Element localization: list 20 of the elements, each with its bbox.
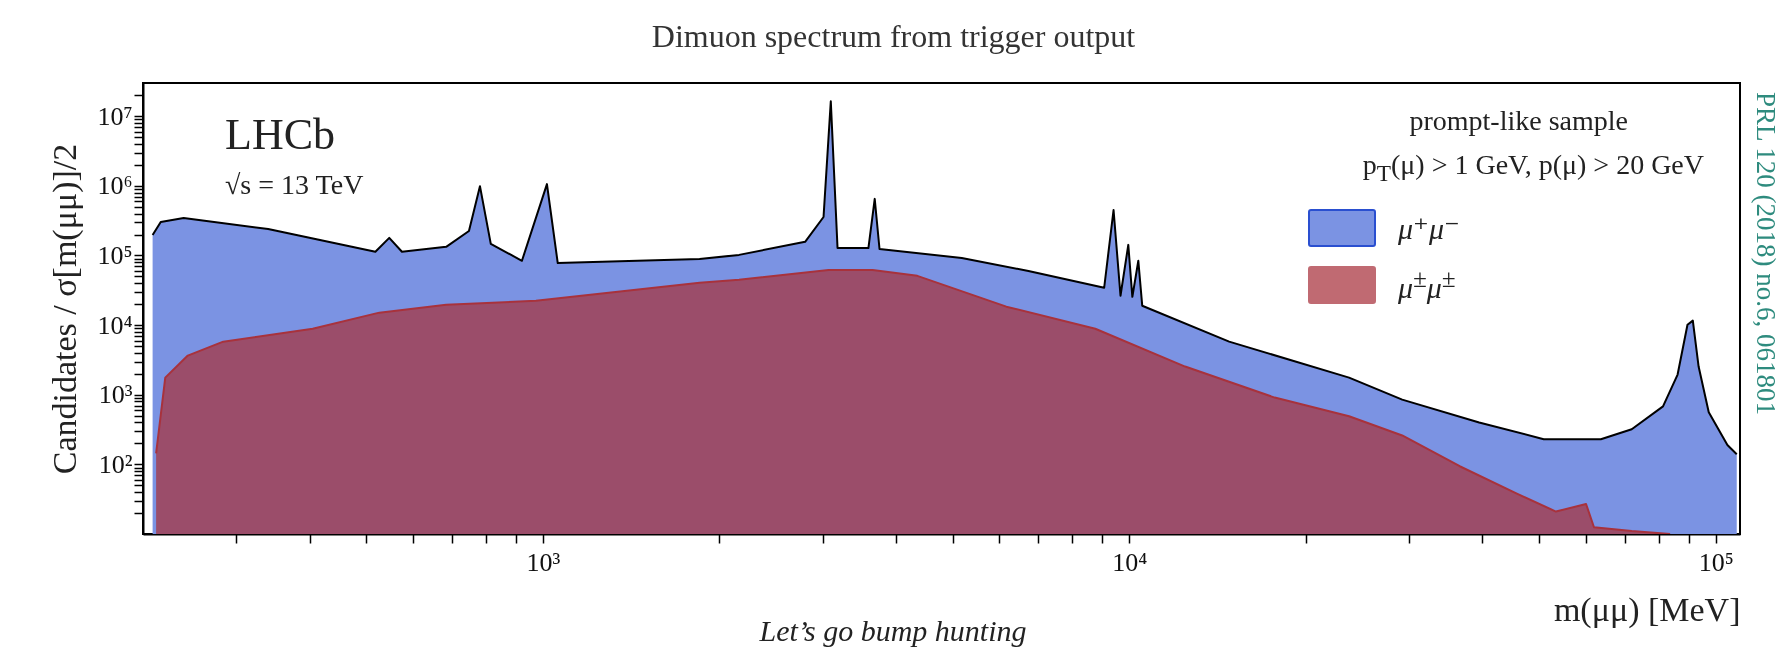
annotation: LHCb <box>225 110 335 159</box>
text: PRL 120 (2018) no.6, 061801 <box>1751 92 1781 415</box>
annotation: √s = 13 TeV <box>225 169 364 200</box>
legend-label: μ⁺μ⁻ <box>1398 210 1460 246</box>
chart-title: Dimuon spectrum from trigger output <box>651 18 1136 55</box>
y-tick-label: 10⁴ <box>97 310 133 340</box>
annotation: p$_{T}$(μ) > 1 GeV, p(μ) > 20 GeV <box>1362 149 1704 186</box>
text: Let’s go bump hunting <box>759 614 1027 647</box>
y-tick-label: 10³ <box>98 380 133 410</box>
annotation: prompt-like sample <box>1409 105 1628 136</box>
y-tick-label: 10² <box>98 449 133 479</box>
x-tick-label: 10⁴ <box>1112 547 1148 577</box>
x-tick-label: 10⁵ <box>1698 547 1734 577</box>
x-tick-label: 10³ <box>526 547 561 577</box>
legend-label: μ$^{±}$μ$^{±}$ <box>1398 265 1456 305</box>
y-axis-title: Candidates / σ[m(μμ)]/2 <box>46 143 85 475</box>
y-tick-label: 10⁷ <box>97 101 133 131</box>
y-tick-label: 10⁶ <box>97 171 133 201</box>
y-tick-label: 10⁵ <box>97 240 133 270</box>
x-axis-title: m(μμ) [MeV] <box>1553 590 1741 629</box>
